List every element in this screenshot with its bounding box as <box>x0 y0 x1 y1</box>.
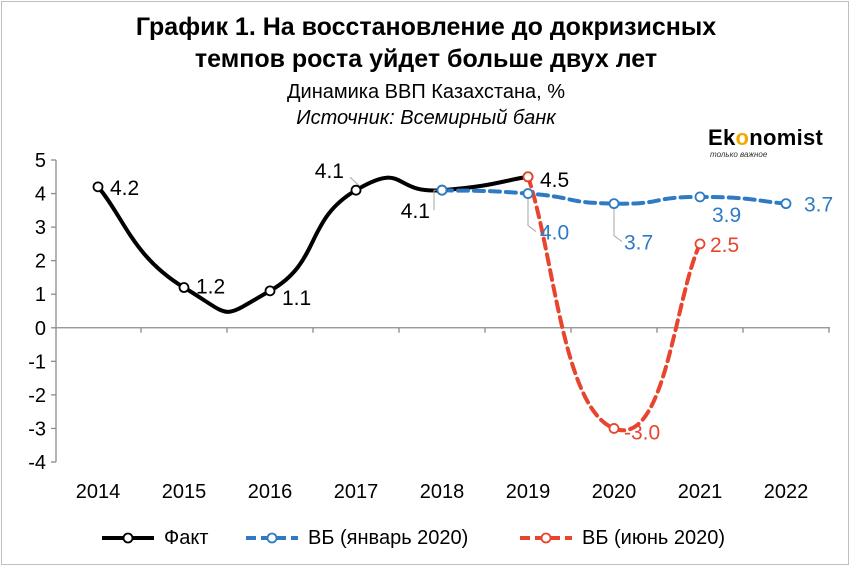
x-tick-label: 2018 <box>420 481 465 503</box>
logo-name-suffix: nomist <box>749 125 824 150</box>
legend-label-wb-jun: ВБ (июнь 2020) <box>582 526 726 549</box>
data-point-fact <box>264 285 276 297</box>
y-tick-label: 0 <box>35 318 46 340</box>
data-label-fact: 4.5 <box>540 169 569 192</box>
data-point-wb-jan <box>608 198 620 210</box>
leader-line-2017 <box>349 176 361 187</box>
x-tick-label: 2015 <box>162 481 207 503</box>
legend-item-wb-jan: ВБ (январь 2020) <box>244 521 468 555</box>
logo-name-prefix: Ek <box>708 125 736 150</box>
data-point-fact <box>92 181 104 193</box>
x-tick-label: 2017 <box>334 481 379 503</box>
data-label-fact: 1.2 <box>196 276 225 299</box>
legend-item-fact: Факт <box>100 521 208 555</box>
legend-swatch-wb-jun <box>520 532 572 544</box>
chart-title-line-2: темпов роста уйдет больше двух лет <box>194 45 658 73</box>
y-tick-label: -2 <box>28 385 46 407</box>
leader-line-2020 <box>613 207 623 243</box>
data-label-fact: 4.1 <box>401 200 430 223</box>
data-point-fact <box>350 184 362 196</box>
y-tick-label: -1 <box>28 351 46 373</box>
ekonomist-logo: Ekonomist только важное <box>708 126 846 160</box>
data-point-wb-jan <box>436 184 448 196</box>
chart-source: Источник: Всемирный банк <box>296 107 556 129</box>
data-point-wb-jan <box>694 191 706 203</box>
legend: Факт ВБ (январь 2020) ВБ (июнь 2020) <box>0 521 852 555</box>
logo-name: Ekonomist <box>708 126 846 150</box>
data-point-wb-jun <box>608 423 620 434</box>
x-tick-label: 2020 <box>592 481 637 503</box>
y-tick-label: -4 <box>28 452 46 474</box>
data-label-wb-jan: 3.9 <box>712 204 741 227</box>
data-label-fact: 4.2 <box>110 177 139 200</box>
legend-label-fact: Факт <box>164 526 209 549</box>
x-tick-label: 2016 <box>248 481 293 503</box>
x-tick-label: 2022 <box>764 481 809 503</box>
data-point-wb-jun <box>522 171 534 183</box>
y-tick-label: -3 <box>28 418 46 440</box>
y-tick-label: 5 <box>35 150 46 172</box>
chart-subtitle: Динамика ВВП Казахстана, % <box>286 81 566 103</box>
legend-item-wb-jun: ВБ (июнь 2020) <box>518 521 725 555</box>
y-tick-label: 2 <box>35 251 46 273</box>
data-point-wb-jan <box>522 188 534 199</box>
data-point-wb-jan <box>780 198 792 210</box>
x-tick-label: 2021 <box>678 481 723 503</box>
series-line-wb-jan <box>440 188 788 206</box>
leader-line-2019 <box>527 197 537 232</box>
chart-title-line-1: График 1. На восстановление до докризисн… <box>135 13 717 41</box>
data-label-wb-jan: 3.7 <box>624 232 653 255</box>
data-point-fact <box>178 282 190 293</box>
y-tick-label: 1 <box>35 284 46 306</box>
legend-swatch-fact <box>102 532 154 544</box>
data-label-wb-jun: -3.0 <box>624 421 660 444</box>
data-label-fact: 1.1 <box>282 287 311 310</box>
data-label-wb-jan: 4.0 <box>540 222 569 245</box>
y-tick-label: 4 <box>35 184 46 206</box>
data-label-wb-jun: 2.5 <box>710 234 739 257</box>
gdp-line-chart: 5 4 3 2 1 0 -1 -2 -3 -4 2014 2015 2016 2017 2018 2019 20… <box>28 150 833 503</box>
legend-label-wb-jan: ВБ (январь 2020) <box>308 526 469 549</box>
data-label-wb-jan: 3.7 <box>804 194 833 217</box>
legend-swatch-wb-jan <box>246 532 298 544</box>
y-tick-label: 3 <box>35 217 46 239</box>
data-label-fact: 4.1 <box>315 160 344 183</box>
logo-tagline: только важное <box>710 150 768 159</box>
logo-name-accent: o <box>735 125 750 150</box>
series-line-fact <box>96 174 530 314</box>
data-point-wb-jun <box>694 238 706 250</box>
x-tick-label: 2014 <box>76 481 121 503</box>
x-tick-label: 2019 <box>506 481 551 503</box>
